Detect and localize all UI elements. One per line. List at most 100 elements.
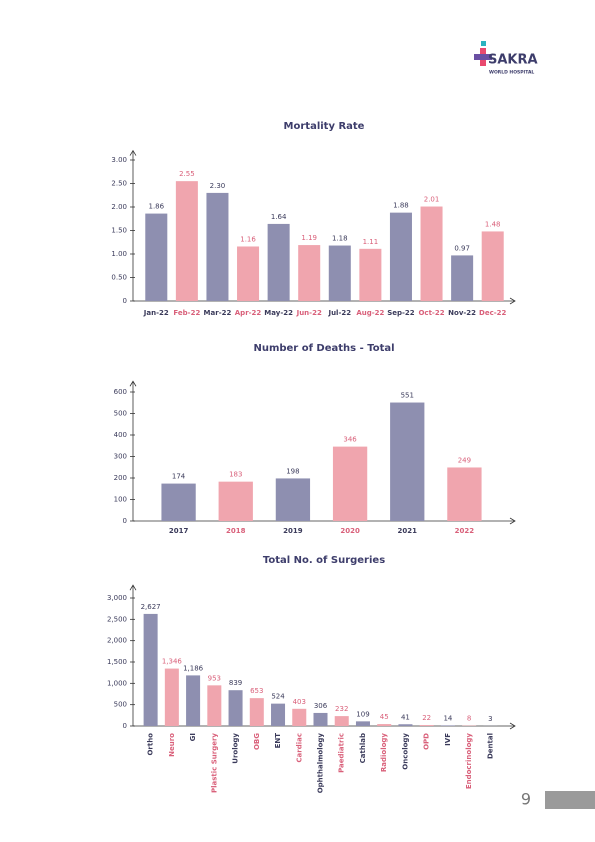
y-tick-label: 1.00 — [111, 250, 127, 258]
y-tick-label: 100 — [114, 496, 127, 504]
data-label: 14 — [443, 714, 452, 722]
x-tick-label: Sep-22 — [387, 309, 415, 317]
data-label: 109 — [356, 710, 369, 718]
axis-arrow — [129, 149, 137, 156]
x-tick-label: Neuro — [168, 733, 176, 757]
x-tick-label: Dec-22 — [479, 309, 506, 317]
y-tick-label: 1.50 — [111, 227, 127, 235]
x-tick-label: Oncology — [401, 733, 409, 770]
data-label: 249 — [458, 456, 471, 464]
bar — [207, 685, 222, 726]
y-tick-label: 600 — [114, 388, 127, 396]
data-label: 183 — [229, 471, 242, 479]
axis-arrow — [509, 297, 516, 305]
x-tick-label: Urology — [232, 733, 240, 764]
x-tick-label: Feb-22 — [173, 309, 200, 317]
y-tick-label: 200 — [114, 474, 127, 482]
data-label: 8 — [467, 715, 471, 723]
axis-arrow — [129, 380, 137, 387]
page-number: 9 — [521, 790, 531, 809]
bar — [451, 255, 474, 301]
x-tick-label: Cardiac — [295, 733, 303, 763]
data-label: 1.48 — [485, 220, 501, 228]
y-tick-label: 3,000 — [107, 594, 127, 602]
x-tick-label: Nov-22 — [448, 309, 476, 317]
x-tick-label: Endocrinology — [465, 733, 473, 790]
data-label: 1.88 — [393, 202, 409, 210]
x-tick-label: 2022 — [455, 527, 475, 535]
bar — [249, 698, 264, 726]
x-tick-label: Apr-22 — [235, 309, 262, 317]
logo-mark — [474, 54, 492, 60]
logo-subtitle: WORLD HOSPITAL — [489, 70, 534, 76]
data-label: 41 — [401, 713, 410, 721]
x-tick-label: Paediatric — [338, 733, 346, 773]
data-label: 0.97 — [454, 244, 470, 252]
bar — [275, 478, 311, 521]
axis-arrow — [129, 584, 137, 591]
data-label: 1.18 — [332, 235, 348, 243]
x-tick-label: OPD — [423, 733, 431, 750]
data-label: 174 — [172, 473, 186, 481]
x-tick-label: Jul-22 — [327, 309, 351, 317]
data-label: 953 — [208, 674, 221, 682]
logo: SAKRA WORLD HOSPITAL — [474, 41, 538, 76]
bar — [161, 483, 196, 521]
x-tick-label: Plastic Surgery — [210, 733, 218, 793]
data-label: 2.01 — [424, 196, 440, 204]
x-tick-label: 2021 — [398, 527, 418, 535]
data-label: 1.16 — [240, 235, 256, 243]
bar — [328, 245, 351, 301]
bar — [447, 467, 482, 521]
y-tick-label: 400 — [114, 431, 127, 439]
logo-name: SAKRA — [488, 53, 538, 68]
bar — [298, 245, 321, 301]
data-label: 1.64 — [271, 213, 287, 221]
x-tick-label: Aug-22 — [356, 309, 384, 317]
bar — [334, 716, 349, 726]
y-tick-label: 300 — [114, 453, 127, 461]
x-tick-label: ENT — [274, 733, 282, 749]
x-tick-label: 2020 — [340, 527, 360, 535]
bar — [389, 212, 412, 301]
bar — [237, 246, 260, 301]
bar — [143, 613, 158, 726]
bar — [377, 724, 392, 726]
y-tick-label: 2.00 — [111, 203, 127, 211]
y-tick-label: 2.50 — [111, 180, 127, 188]
y-tick-label: 2,000 — [107, 637, 127, 645]
logo-mark — [481, 41, 486, 46]
y-tick-label: 500 — [114, 410, 127, 418]
bar — [292, 708, 307, 726]
x-tick-label: IVF — [444, 733, 452, 746]
bar — [228, 690, 243, 726]
data-label: 653 — [250, 687, 263, 695]
x-tick-label: OBG — [253, 733, 261, 750]
bar — [355, 721, 370, 726]
x-tick-label: 2017 — [169, 527, 189, 535]
data-label: 22 — [422, 714, 431, 722]
y-tick-label: 0 — [123, 517, 127, 525]
data-label: 524 — [271, 693, 285, 701]
x-tick-label: 2019 — [283, 527, 303, 535]
bar — [206, 192, 229, 301]
x-tick-label: 2018 — [226, 527, 246, 535]
data-label: 1.11 — [363, 238, 379, 246]
data-label: 2,627 — [141, 603, 161, 611]
bar — [359, 248, 382, 301]
y-tick-label: 500 — [114, 701, 127, 709]
data-label: 1,186 — [183, 664, 204, 672]
data-label: 198 — [286, 467, 299, 475]
data-label: 839 — [229, 679, 242, 687]
x-tick-label: Mar-22 — [204, 309, 232, 317]
data-label: 403 — [293, 698, 306, 706]
x-tick-label: Dental — [486, 733, 494, 759]
x-tick-label: Oct-22 — [418, 309, 444, 317]
data-label: 1,346 — [162, 658, 183, 666]
bar — [332, 446, 368, 521]
bar — [419, 725, 434, 726]
data-label: 551 — [401, 392, 414, 400]
data-label: 232 — [335, 705, 348, 713]
y-tick-label: 0 — [123, 722, 127, 730]
data-label: 346 — [343, 436, 357, 444]
